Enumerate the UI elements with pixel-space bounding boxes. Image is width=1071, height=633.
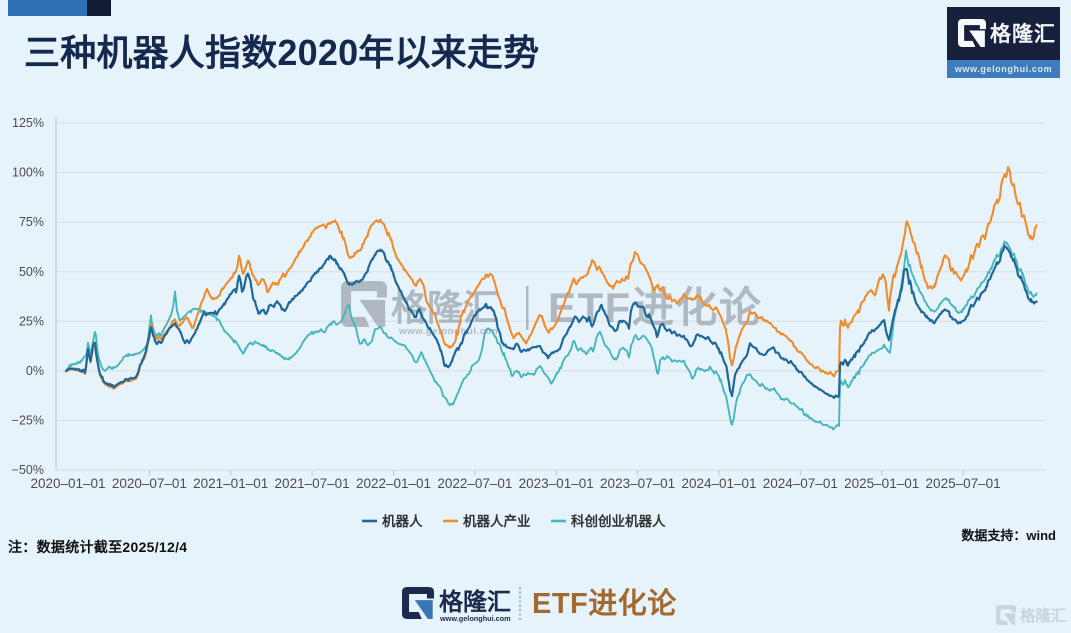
- svg-text:2024–01–01: 2024–01–01: [681, 476, 756, 491]
- svg-text:2025–07–01: 2025–07–01: [926, 476, 1001, 491]
- svg-text:−25%: −25%: [12, 414, 44, 428]
- svg-text:格隆汇: 格隆汇: [439, 588, 511, 616]
- svg-text:2023–01–01: 2023–01–01: [519, 476, 594, 491]
- svg-text:2025–01–01: 2025–01–01: [844, 476, 919, 491]
- svg-text:2020–01–01: 2020–01–01: [30, 476, 105, 491]
- svg-text:75%: 75%: [19, 215, 44, 229]
- svg-text:格隆汇: 格隆汇: [1020, 606, 1067, 625]
- svg-text:2024–07–01: 2024–07–01: [763, 476, 838, 491]
- svg-text:www.gelonghui.com: www.gelonghui.com: [439, 614, 511, 623]
- svg-text:ETF进化论: ETF进化论: [548, 284, 762, 331]
- svg-text:格隆汇: 格隆汇: [990, 22, 1056, 46]
- svg-text:−50%: −50%: [12, 463, 44, 477]
- svg-text:125%: 125%: [12, 116, 44, 130]
- svg-text:ETF进化论: ETF进化论: [532, 587, 677, 620]
- svg-text:科创创业机器人: 科创创业机器人: [571, 513, 666, 529]
- svg-text:2022–01–01: 2022–01–01: [356, 476, 431, 491]
- svg-text:机器人产业: 机器人产业: [463, 513, 531, 529]
- svg-text:2022–07–01: 2022–07–01: [437, 476, 512, 491]
- svg-text:50%: 50%: [19, 265, 44, 279]
- svg-text:2021–01–01: 2021–01–01: [193, 476, 268, 491]
- svg-text:机器人: 机器人: [382, 513, 423, 529]
- svg-text:www.gelonghui.com: www.gelonghui.com: [398, 326, 501, 337]
- svg-text:0%: 0%: [26, 364, 44, 378]
- svg-text:2021–07–01: 2021–07–01: [275, 476, 350, 491]
- svg-text:100%: 100%: [12, 166, 44, 180]
- svg-text:2023–07–01: 2023–07–01: [600, 476, 675, 491]
- svg-text:25%: 25%: [19, 314, 44, 328]
- svg-text:2020–07–01: 2020–07–01: [112, 476, 187, 491]
